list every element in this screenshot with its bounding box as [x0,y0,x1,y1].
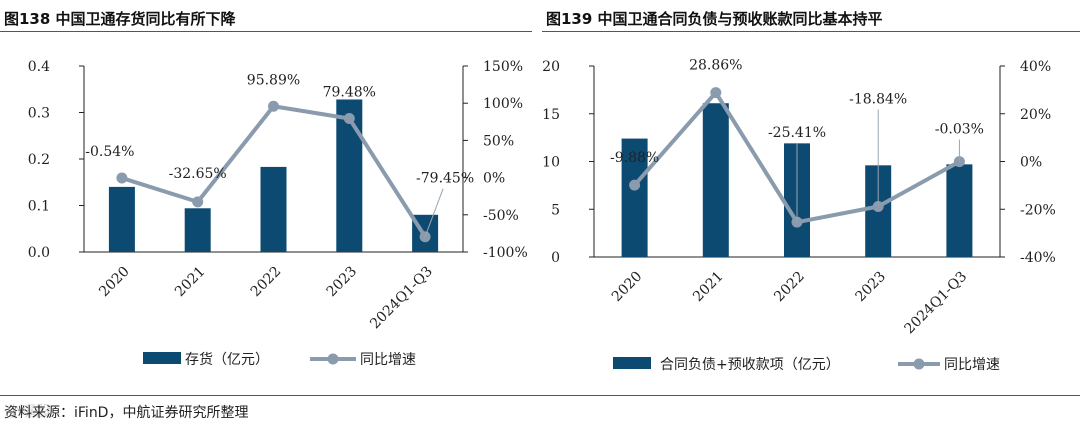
left-chart-title: 图138 中国卫通存货同比有所下降 [4,10,236,28]
data-label: -9.88% [610,150,659,166]
right-tick-label: 40% [1020,59,1051,75]
left-tick-label: 15 [543,107,560,123]
bar [260,166,287,252]
chart-svg: 0 5 10 15 20 -40% -20% 0% 20% 40% 2020 2021 2022 2023… [543,58,1056,373]
label-leader-line [424,188,444,237]
left-tick-label: 0.2 [28,152,50,168]
data-label: -0.54% [85,144,134,160]
footer-rule [0,395,1080,396]
source-note: 资料来源：iFinD，中航证券研究所整理 [4,405,249,421]
data-label: -18.84% [849,91,907,107]
x-tick-label: 2022 [248,264,285,301]
left-tick-label: 10 [543,155,560,171]
right-tick-label: 100% [483,96,523,112]
left-tick-label: 5 [551,202,560,218]
x-tick-label: 2021 [690,269,727,306]
left-tick-label: 0.1 [28,199,50,215]
chart-svg: 0.0 0.1 0.2 0.3 0.4 -100% -50% 0% 50% 100% 150% 202… [28,59,528,368]
line-point [116,172,128,184]
left-tick-label: 0.3 [28,106,50,122]
contract-liabilities-chart: 0 5 10 15 20 -40% -20% 0% 20% 40% 2020 2021 2022 2023… [543,34,1078,389]
right-tick-label: 0% [483,171,505,187]
x-tick-label: 2023 [324,264,361,301]
data-label: -32.65% [169,166,227,182]
line-point [343,112,355,124]
right-tick-label: 20% [1020,107,1051,123]
legend-line-marker [913,358,925,370]
left-tick-label: 20 [543,59,560,75]
data-label: -25.41% [768,125,826,141]
left-tick-label: 0.4 [28,59,50,75]
x-tick-label: 2022 [771,269,808,306]
bar [336,99,363,252]
right-title-rule [542,31,1080,32]
line-point [268,100,279,112]
legend-bar-label: 存货（亿元） [185,351,269,368]
right-tick-label: -20% [1020,202,1056,218]
legend-bar-label: 合同负债+预收款项（亿元） [660,357,840,373]
left-tick-label: 0.0 [28,245,50,261]
right-tick-label: -50% [483,208,519,224]
right-tick-label: 50% [483,133,514,149]
right-tick-label: -40% [1020,250,1056,266]
line-point [710,87,722,99]
bar [946,164,973,257]
legend-bar-swatch [143,352,181,364]
right-tick-label: 0% [1020,155,1042,171]
data-label: 79.48% [323,84,376,100]
bar [108,186,135,252]
data-label: -79.45% [416,171,474,187]
watermark: 小嘴股 [6,402,52,420]
left-title-rule [0,31,532,32]
right-tick-label: -100% [483,245,528,261]
data-label: -0.03% [935,122,984,138]
line-point [192,196,204,208]
right-chart-title: 图139 中国卫通合同负债与预收账款同比基本持平 [546,10,883,28]
data-label: 95.89% [247,72,300,88]
inventory-chart: 0.0 0.1 0.2 0.3 0.4 -100% -50% 0% 50% 100% 150% 202… [0,34,535,389]
x-tick-label: 2023 [853,269,890,306]
x-tick-label: 2021 [172,264,209,301]
legend-line-label: 同比增速 [944,357,1000,373]
line-point [629,179,641,191]
bar [621,138,648,257]
data-label: 28.86% [689,58,742,74]
left-tick-label: 0 [551,250,560,266]
x-tick-label: 2020 [609,269,646,306]
right-tick-label: 150% [483,59,523,75]
x-tick-label: 2024Q1-Q3 [902,269,971,338]
legend-bar-swatch [613,357,651,369]
legend-line-marker [327,353,339,365]
legend-line-label: 同比增速 [360,352,416,368]
bar [702,103,729,258]
bar [184,208,211,252]
x-tick-label: 2024Q1-Q3 [367,264,436,333]
x-tick-label: 2020 [96,264,133,301]
